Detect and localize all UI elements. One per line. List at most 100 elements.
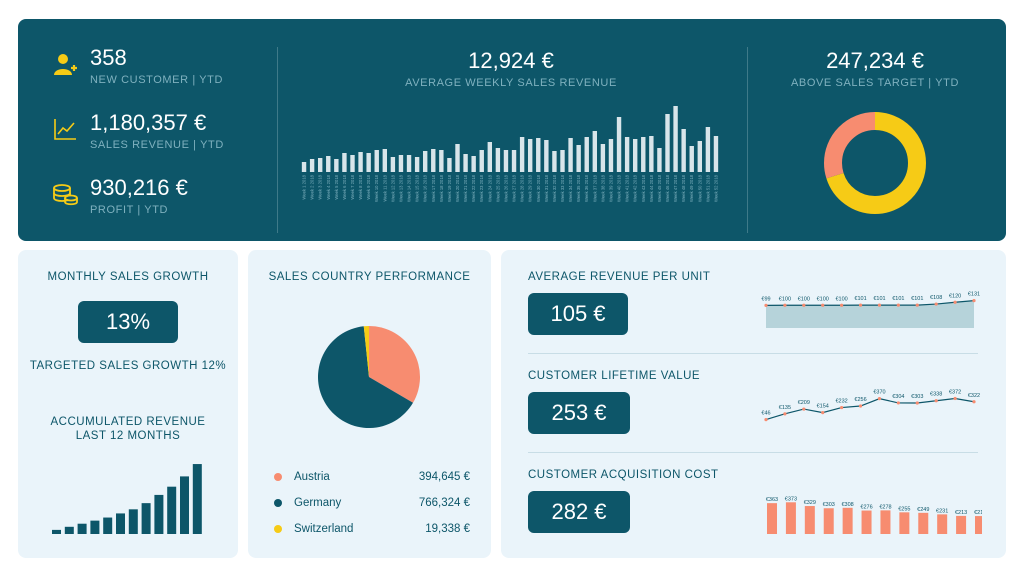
- weekly-tick-label: Week 30 2018: [536, 174, 541, 202]
- weekly-revenue-chart: Week 1 2018 Week 2 2018 Week 3 2018 Week 4 …: [301, 106, 718, 202]
- accumulated-revenue-chart: [52, 464, 202, 534]
- sales-revenue-label: SALES REVENUE | YTD: [90, 139, 224, 151]
- arpu-label: €101: [892, 296, 904, 302]
- arpu-label: €100: [798, 296, 810, 302]
- clv-point: [915, 401, 919, 405]
- arpu-title: AVERAGE REVENUE PER UNIT: [528, 271, 711, 283]
- weekly-tick-label: Week 48 2018: [681, 174, 686, 202]
- weekly-bar: [527, 139, 533, 172]
- weekly-bar: [697, 141, 703, 172]
- weekly-bar: [334, 159, 339, 172]
- austria-dot: [274, 473, 282, 481]
- cac-bar: [899, 512, 910, 534]
- switzerland-name: Switzerland: [294, 523, 354, 535]
- weekly-bar: [519, 137, 525, 172]
- weekly-bar: [560, 150, 565, 172]
- add-user-icon: [54, 54, 77, 75]
- clv-label: €338: [930, 392, 942, 398]
- kpi-profit: 930,216 € PROFIT | YTD: [52, 175, 188, 216]
- cac-bar: [975, 516, 982, 534]
- weekly-bar: [592, 131, 598, 172]
- weekly-tick-label: Week 34 2018: [568, 174, 573, 202]
- accumulated-bar: [103, 517, 113, 534]
- accumulated-bar: [90, 520, 100, 534]
- arpu-point: [877, 303, 882, 307]
- weekly-tick-label: Week 22 2018: [471, 174, 476, 202]
- cac-bar: [804, 506, 815, 534]
- accumulated-bar: [192, 464, 202, 534]
- weekly-bar: [665, 114, 670, 172]
- weekly-bar: [301, 162, 307, 172]
- accumulated-bar: [154, 494, 164, 534]
- weekly-tick-label: Week 47 2018: [673, 174, 678, 202]
- legend-row-switzerland: Switzerland 19,338 €: [274, 523, 470, 535]
- weekly-bar: [487, 142, 493, 172]
- weekly-tick-label: Week 44 2018: [649, 174, 654, 202]
- growth-value: 13%: [78, 301, 178, 343]
- weekly-tick-label: Week 27 2018: [512, 174, 517, 202]
- switzerland-dot: [274, 525, 282, 533]
- clv-point: [764, 418, 768, 422]
- weekly-tick-label: Week 46 2018: [665, 174, 670, 202]
- weekly-bar: [398, 155, 404, 172]
- clv-label: €304: [892, 394, 904, 400]
- accumulated-bar: [52, 529, 61, 534]
- weekly-tick-label: Week 8 2018: [358, 174, 363, 199]
- cac-label: €211: [974, 510, 982, 516]
- arpu-point: [896, 303, 900, 307]
- clv-label: €370: [873, 390, 885, 396]
- weekly-bar: [568, 138, 573, 172]
- weekly-bar: [350, 155, 355, 172]
- weekly-bar: [641, 137, 646, 172]
- weekly-tick-label: Week 12 2018: [390, 174, 395, 202]
- weekly-tick-label: Week 36 2018: [584, 174, 589, 202]
- weekly-bar: [326, 156, 331, 172]
- arpu-label: €100: [779, 296, 791, 302]
- cac-bar: [785, 502, 796, 534]
- line-chart-icon: [54, 119, 76, 140]
- weekly-tick-label: Week 25 2018: [495, 174, 500, 202]
- weekly-tick-label: Week 21 2018: [463, 174, 468, 202]
- cac-label: €231: [936, 508, 948, 514]
- weekly-bar: [455, 144, 460, 172]
- clv-label: €256: [854, 397, 866, 403]
- clv-title: CUSTOMER LIFETIME VALUE: [528, 370, 701, 382]
- weekly-bar: [374, 150, 379, 172]
- divider-right: [747, 47, 748, 233]
- austria-name: Austria: [294, 471, 330, 483]
- growth-target: TARGETED SALES GROWTH 12%: [29, 360, 227, 372]
- donut-slice: [824, 112, 926, 214]
- pie-slice: [363, 326, 369, 377]
- arpu-point: [802, 303, 806, 307]
- arpu-point: [934, 302, 938, 306]
- clv-point: [858, 404, 863, 408]
- accumulated-bar: [116, 513, 125, 534]
- clv-label: €154: [817, 404, 829, 410]
- weekly-bar: [390, 157, 396, 172]
- arpu-value: 105 €: [528, 293, 628, 335]
- arpu-point: [783, 303, 787, 307]
- accumulated-bar: [128, 509, 138, 534]
- weekly-bar: [544, 140, 549, 172]
- weekly-tick-label: Week 42 2018: [633, 174, 638, 202]
- cac-label: €276: [860, 505, 872, 511]
- cac-bar: [937, 514, 948, 534]
- weekly-tick-label: Week 43 2018: [641, 174, 646, 202]
- weekly-tick-label: Week 28 2018: [520, 174, 525, 202]
- weekly-tick-label: Week 49 2018: [689, 174, 694, 202]
- cac-label: €373: [785, 496, 797, 502]
- weekly-tick-label: Week 18 2018: [439, 174, 444, 202]
- weekly-bar: [608, 139, 614, 172]
- weekly-bar: [511, 150, 517, 172]
- weekly-tick-label: Week 51 2018: [705, 174, 710, 202]
- weekly-tick-label: Week 29 2018: [528, 174, 533, 202]
- weekly-bar: [495, 148, 501, 172]
- weekly-tick-label: Week 13 2018: [398, 174, 403, 202]
- weekly-bar: [632, 139, 638, 172]
- weekly-bar: [600, 144, 606, 172]
- cac-chart: €363 €373 €329 €303 €308 €276 €278 €255 €249 €231…: [766, 496, 982, 534]
- accumulated-title-line1: ACCUMULATED REVENUE: [50, 416, 206, 428]
- weekly-tick-label: Week 41 2018: [625, 174, 630, 202]
- cac-bar: [918, 512, 929, 534]
- weekly-bar: [705, 127, 711, 172]
